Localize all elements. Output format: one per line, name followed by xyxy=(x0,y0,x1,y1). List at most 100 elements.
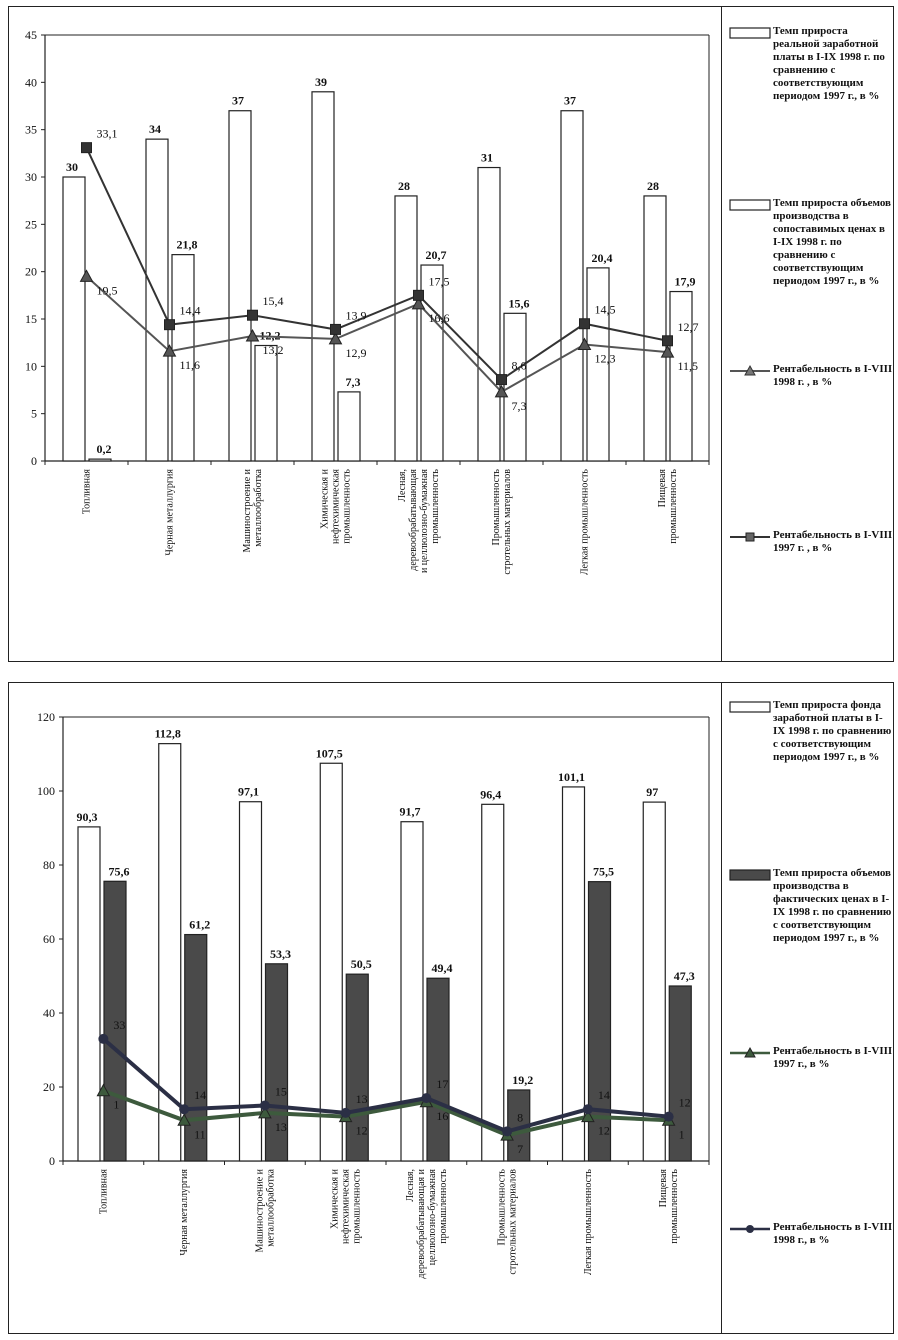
y-tick-label: 20 xyxy=(25,265,37,279)
x-category-label: Промышленностьстротельных материалов xyxy=(497,1169,519,1275)
line-data-label: 14 xyxy=(598,1088,610,1102)
line-point-circle xyxy=(421,1093,432,1104)
line-series-triangle xyxy=(85,275,668,394)
line-data-label: 1 xyxy=(113,1098,119,1112)
bar-data-label: 28 xyxy=(647,179,659,193)
line-data-label: 11,6 xyxy=(180,358,201,372)
bar-primary xyxy=(311,91,335,462)
line-point-triangle xyxy=(79,269,94,282)
line-data-label: 14,4 xyxy=(180,304,201,318)
bar-secondary xyxy=(586,267,610,462)
line-data-label: 12,9 xyxy=(346,346,367,360)
bar-primary xyxy=(62,176,86,462)
line-data-label: 12 xyxy=(679,1096,691,1110)
y-tick-label: 15 xyxy=(25,312,37,326)
legend-label: Рентабельность в I-VIII 1998 г., в % xyxy=(773,1221,893,1246)
x-category-label: Легкая промышленность xyxy=(583,1169,594,1276)
line-data-label: 13,2 xyxy=(263,343,284,357)
line-point-circle xyxy=(259,1100,270,1111)
bar-data-label: 91,7 xyxy=(400,805,421,819)
bar-data-label: 96,4 xyxy=(480,787,501,801)
bar-data-label: 21,8 xyxy=(177,238,198,252)
bar-primary xyxy=(238,801,263,1162)
legend-label: Темп прироста объемов производства в фак… xyxy=(773,867,892,944)
y-tick-label: 35 xyxy=(25,123,37,137)
line-point-triangle xyxy=(411,296,426,310)
bar-data-label: 28 xyxy=(398,179,410,193)
bar-primary xyxy=(643,195,667,462)
x-category-label: Черная металлургия xyxy=(179,1169,190,1256)
bar-data-label: 47,3 xyxy=(674,969,695,983)
line-point-square xyxy=(662,335,673,347)
legend-label: Рентабельность в I-VIII 1997 г., в % xyxy=(773,1045,893,1070)
bar-data-label: 53,3 xyxy=(270,947,291,961)
line-point-triangle xyxy=(494,384,509,398)
bar-secondary xyxy=(171,254,195,462)
line-data-label: 12 xyxy=(598,1124,610,1138)
line-data-label: 17,5 xyxy=(429,274,450,288)
x-category-label: Химическая инефтехимическаяпромышленност… xyxy=(330,1168,363,1244)
x-category-label: Лесная,деревообрабатывающая ицеллюлозно-… xyxy=(405,1168,449,1278)
y-tick-label: 80 xyxy=(43,858,55,872)
x-category-label: Машиностроение иметаллообработка xyxy=(242,468,264,552)
bar-primary xyxy=(158,743,182,1162)
bar-data-label: 75,5 xyxy=(593,865,614,879)
y-tick-label: 25 xyxy=(25,217,37,231)
line-data-label: 19,5 xyxy=(97,283,118,297)
line-data-label: 15,4 xyxy=(263,294,284,308)
bar-primary xyxy=(319,762,343,1162)
line-point-triangle xyxy=(96,1083,111,1097)
bar-data-label: 112,8 xyxy=(155,727,181,741)
bar-primary xyxy=(394,195,418,462)
line-point-circle xyxy=(340,1107,351,1118)
line-data-label: 8,6 xyxy=(512,359,527,373)
bar-secondary xyxy=(587,881,612,1162)
line-data-label: 14,5 xyxy=(595,303,616,317)
y-tick-label: 30 xyxy=(25,170,37,184)
line-series-triangle xyxy=(102,1088,669,1138)
bar-data-label: 37 xyxy=(564,94,576,108)
bar-data-label: 20,4 xyxy=(592,251,613,265)
bar-primary xyxy=(560,110,584,462)
bar-secondary xyxy=(668,985,692,1162)
bar-secondary xyxy=(426,977,450,1162)
bar-secondary xyxy=(669,290,693,462)
chart-panel-bottom: 0 20 40 60 80 100 120 Топливная Черная металлург… xyxy=(8,682,894,1334)
x-category-label: Легкая промышленность xyxy=(580,469,591,576)
bar-data-label: 7,3 xyxy=(346,375,361,389)
line-point-triangle xyxy=(245,328,260,342)
y-tick-label: 20 xyxy=(43,1080,55,1094)
x-category-label: Черная металлургия xyxy=(165,469,176,556)
line-data-label: 16 xyxy=(436,1109,448,1123)
bar-data-label: 31 xyxy=(481,151,493,165)
line-point-triangle xyxy=(577,337,592,351)
line-data-label: 13 xyxy=(275,1120,287,1134)
bar-primary xyxy=(77,826,101,1162)
line-data-label: 17 xyxy=(436,1077,448,1091)
x-category-label: Лесная,деревообрабатывающаяи целлюлозно-… xyxy=(397,469,441,573)
bar-secondary xyxy=(503,312,527,462)
line-point-triangle xyxy=(581,1109,595,1123)
line-data-label: 12,3 xyxy=(595,352,616,366)
line-data-label: 13,9 xyxy=(346,308,367,322)
line-data-label: 14 xyxy=(194,1088,206,1102)
legend-divider xyxy=(721,7,722,661)
line-data-label: 11,5 xyxy=(678,359,699,373)
line-data-label: 7,3 xyxy=(512,399,527,413)
legend-label: Темп прироста объемов производства в соп… xyxy=(773,197,891,287)
bar-data-label: 75,6 xyxy=(109,864,130,878)
x-category-label: Пищеваяпромышленность xyxy=(657,469,679,544)
bar-data-label: 12,2 xyxy=(260,329,281,343)
line-series-square xyxy=(85,147,668,381)
bar-secondary xyxy=(337,391,361,462)
bar-primary xyxy=(477,166,501,462)
y-tick-label: 45 xyxy=(25,28,37,42)
line-point-triangle xyxy=(177,1113,191,1126)
bar-primary xyxy=(400,821,424,1162)
line-data-label: 33 xyxy=(113,1018,125,1032)
line-data-label: 33,1 xyxy=(97,127,118,141)
x-category-label: Машиностроение иметаллообработка xyxy=(254,1168,276,1252)
bar-data-label: 20,7 xyxy=(426,248,447,262)
bar-data-label: 50,5 xyxy=(351,957,372,971)
line-point-circle xyxy=(98,1033,109,1044)
